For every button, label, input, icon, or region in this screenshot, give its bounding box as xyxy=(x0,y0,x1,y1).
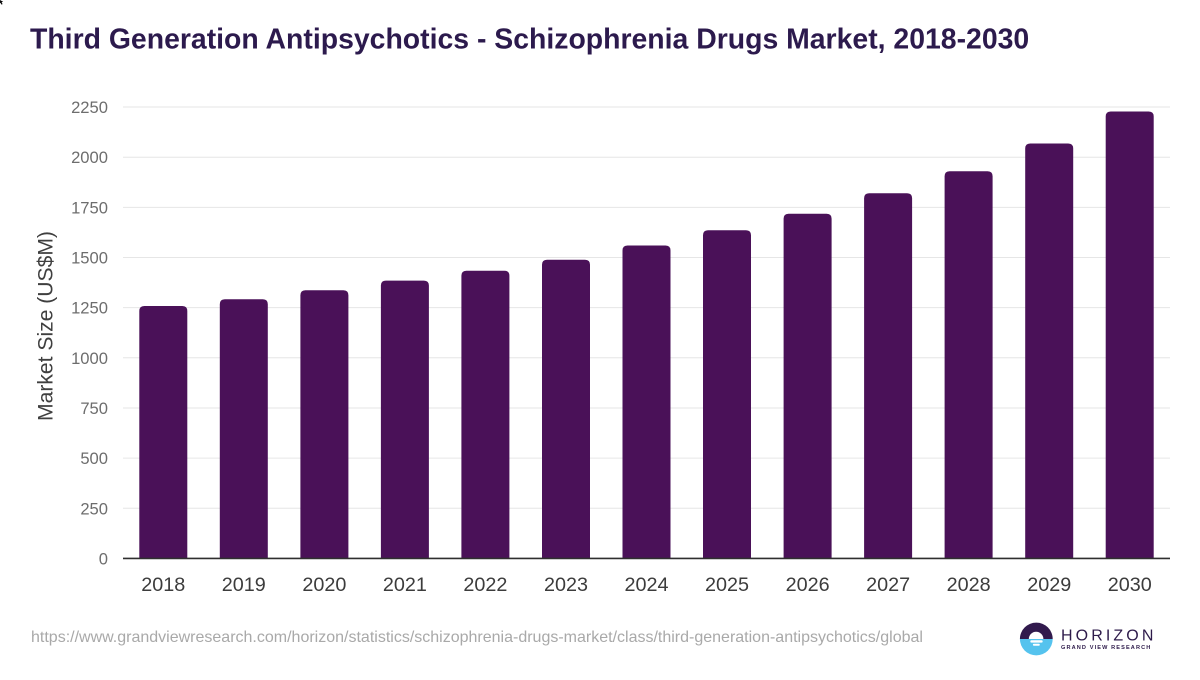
svg-text:1000: 1000 xyxy=(71,349,108,368)
svg-text:2024: 2024 xyxy=(624,574,668,596)
svg-text:2028: 2028 xyxy=(947,574,991,596)
svg-text:1250: 1250 xyxy=(71,299,108,318)
svg-text:Third Generation Antipsychotic: Third Generation Antipsychotics - Schizo… xyxy=(30,24,1029,56)
svg-text:2019: 2019 xyxy=(222,574,266,596)
svg-text:1750: 1750 xyxy=(71,198,108,217)
svg-text:1500: 1500 xyxy=(71,249,108,268)
svg-text:2250: 2250 xyxy=(71,98,108,117)
svg-text:2021: 2021 xyxy=(383,574,427,596)
svg-text:500: 500 xyxy=(80,449,108,468)
svg-text:0: 0 xyxy=(99,549,108,568)
svg-text:HORIZON: HORIZON xyxy=(1061,627,1156,644)
svg-text:2026: 2026 xyxy=(786,574,830,596)
svg-text:2030: 2030 xyxy=(1108,574,1152,596)
svg-text:2022: 2022 xyxy=(463,574,507,596)
svg-text:GRAND VIEW RESEARCH: GRAND VIEW RESEARCH xyxy=(1061,645,1151,651)
svg-text:https://www.grandviewresearch.: https://www.grandviewresearch.com/horizo… xyxy=(31,629,923,646)
svg-text:750: 750 xyxy=(80,399,108,418)
svg-text:2027: 2027 xyxy=(866,574,910,596)
svg-text:2023: 2023 xyxy=(544,574,588,596)
svg-text:2025: 2025 xyxy=(705,574,749,596)
svg-text:250: 250 xyxy=(80,499,108,518)
svg-text:Market Size (US$M): Market Size (US$M) xyxy=(35,231,58,421)
svg-text:2000: 2000 xyxy=(71,148,108,167)
svg-text:2018: 2018 xyxy=(141,574,185,596)
svg-text:2020: 2020 xyxy=(302,574,346,596)
svg-text:2029: 2029 xyxy=(1027,574,1071,596)
